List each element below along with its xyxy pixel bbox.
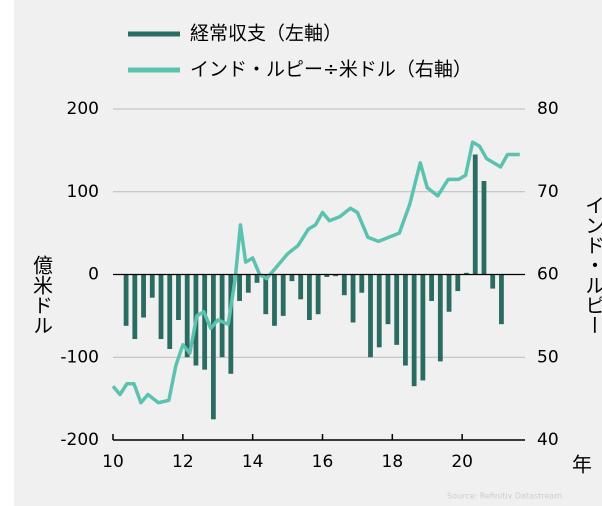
bar [481, 180, 487, 275]
x-tick-label: 14 [242, 452, 264, 472]
bar [149, 274, 155, 298]
bar [341, 274, 347, 296]
bar [420, 274, 426, 381]
bar [184, 274, 190, 358]
bar [403, 274, 408, 366]
bar [202, 274, 208, 370]
bar [368, 274, 373, 358]
y-tick-label: -100 [60, 347, 99, 367]
x-tick-label: 16 [312, 452, 334, 472]
y-tick-label: 100 [67, 182, 99, 202]
x-tick-label: 10 [102, 452, 124, 472]
bar [315, 274, 321, 315]
bar [298, 274, 304, 300]
bar [499, 274, 504, 325]
bar [141, 274, 146, 318]
bar [263, 274, 269, 315]
bar [437, 274, 443, 362]
bar [176, 274, 181, 321]
line [111, 140, 520, 405]
x-tick-label: 12 [172, 452, 194, 472]
bar [464, 272, 469, 275]
bar [333, 274, 338, 277]
bar [324, 274, 330, 277]
bar [272, 274, 277, 326]
y2-tick-label: 40 [537, 430, 559, 450]
bar [306, 274, 312, 321]
bar [280, 274, 286, 316]
bar [472, 154, 478, 275]
bar [376, 274, 382, 348]
y2-tick-label: 80 [537, 99, 559, 119]
bar [490, 274, 496, 289]
bar [385, 274, 391, 325]
bar [289, 274, 295, 282]
bar [254, 274, 260, 283]
legend-label: インド・ルピー÷米ドル（右軸） [190, 59, 472, 81]
y2-tick-label: 60 [537, 265, 559, 285]
y2-axis-label: インド・ルピー [582, 195, 602, 335]
bar [123, 274, 129, 326]
x-tick-label: 18 [382, 452, 404, 472]
bar [394, 274, 400, 345]
bar [228, 274, 234, 374]
bar [350, 274, 356, 323]
bar [359, 274, 365, 293]
bar [158, 274, 164, 340]
bar [219, 274, 225, 358]
bar [411, 274, 417, 387]
bar [167, 274, 173, 349]
y-tick-label: 200 [67, 99, 99, 119]
y-axis-label: 億米ドル [30, 255, 54, 335]
legend-label: 経常収支（左軸） [190, 23, 342, 45]
source: Source: Refinitiv Datastream [447, 492, 562, 501]
y2-tick-label: 70 [537, 182, 559, 202]
bar [455, 274, 461, 292]
bar [210, 274, 216, 420]
bar [245, 274, 251, 293]
bar [429, 274, 435, 301]
y-tick-label: -200 [60, 430, 99, 450]
y-tick-label: 0 [88, 265, 99, 285]
bar [237, 274, 242, 301]
y2-tick-label: 50 [537, 347, 559, 367]
x-tick-label: 20 [451, 452, 473, 472]
background [14, 0, 602, 506]
x-axis-label: 年 [572, 453, 592, 477]
bar [132, 274, 138, 340]
bar [446, 274, 452, 312]
